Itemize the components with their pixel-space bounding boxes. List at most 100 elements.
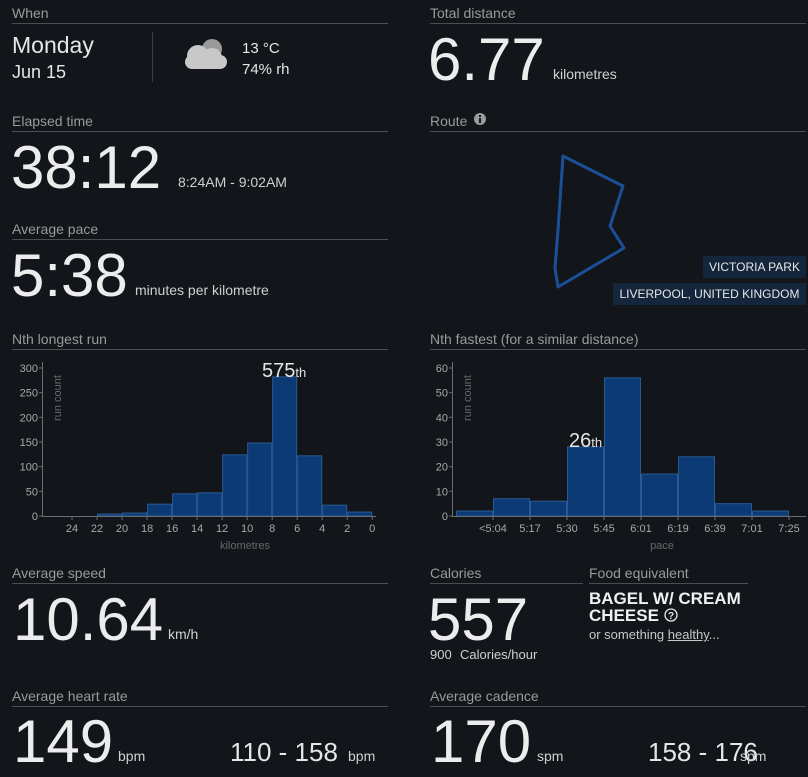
y-axis-label: run count bbox=[462, 375, 474, 421]
date: Jun 15 bbox=[12, 62, 66, 82]
y-tick-label: 100 bbox=[20, 462, 38, 474]
section-label: Average heart rate bbox=[12, 688, 128, 704]
bar bbox=[172, 493, 198, 517]
x-axis-label: kilometres bbox=[220, 540, 271, 552]
place-badge bbox=[703, 256, 806, 278]
x-tick-label: 8 bbox=[269, 523, 275, 535]
rank-suffix: th bbox=[591, 435, 602, 450]
bar bbox=[567, 446, 604, 517]
cadence-range: 158 - 176 bbox=[648, 737, 758, 767]
x-tick-label: 5:45 bbox=[593, 523, 614, 535]
x-tick-label: 16 bbox=[166, 523, 178, 535]
y-tick-label: 200 bbox=[20, 412, 38, 424]
bar bbox=[197, 492, 223, 517]
calories-rate-unit: Calories/hour bbox=[460, 647, 538, 662]
calories-rate: 900 bbox=[430, 647, 452, 662]
food-note: or something healthy... bbox=[589, 627, 764, 642]
y-tick-label: 50 bbox=[436, 388, 448, 400]
y-tick-label: 60 bbox=[436, 363, 448, 375]
x-tick-label: 4 bbox=[319, 523, 325, 535]
x-tick-label: 24 bbox=[66, 523, 78, 535]
help-icon[interactable]: ? bbox=[664, 608, 678, 622]
rank-annotation: 26th bbox=[569, 430, 602, 452]
bar bbox=[530, 500, 567, 517]
heart-rate-range: 110 - 158 bbox=[230, 737, 338, 767]
bar bbox=[641, 473, 678, 517]
bar bbox=[456, 510, 493, 517]
x-tick-label: 2 bbox=[344, 523, 350, 535]
time-range: 8:24AM - 9:02AM bbox=[178, 174, 287, 190]
x-tick-label: 20 bbox=[116, 523, 128, 535]
x-tick-label: 6 bbox=[294, 523, 300, 535]
food-name-block: BAGEL W/ CREAM CHEESE ? bbox=[589, 590, 764, 624]
y-tick-label: 50 bbox=[26, 486, 38, 498]
y-tick-label: 20 bbox=[436, 462, 448, 474]
info-icon[interactable] bbox=[474, 113, 486, 125]
svg-text:?: ? bbox=[668, 611, 674, 622]
x-axis-label: pace bbox=[650, 540, 674, 552]
bar bbox=[247, 442, 273, 517]
bar bbox=[272, 376, 298, 517]
healthy-link[interactable]: healthy bbox=[667, 627, 709, 642]
y-tick-label: 40 bbox=[436, 412, 448, 424]
distance-value: 6.77 bbox=[428, 26, 545, 93]
region: LIVERPOOL, UNITED KINGDOM bbox=[619, 287, 799, 301]
rank: 575 bbox=[262, 360, 295, 382]
section-label: Average speed bbox=[12, 565, 106, 581]
bar bbox=[122, 512, 148, 517]
section-label: When bbox=[12, 5, 49, 21]
y-tick-label: 30 bbox=[436, 437, 448, 449]
bar bbox=[715, 503, 752, 517]
x-tick-label: 18 bbox=[141, 523, 153, 535]
section-label: Elapsed time bbox=[12, 113, 93, 129]
x-tick-label: <5:04 bbox=[479, 523, 507, 535]
pace-unit: minutes per kilometre bbox=[135, 282, 269, 298]
heart-rate-range-unit: bpm bbox=[348, 748, 375, 764]
distance-unit: kilometres bbox=[553, 66, 617, 82]
calories-value: 557 bbox=[428, 586, 528, 653]
section-label: Food equivalent bbox=[589, 565, 689, 581]
section-label: Average pace bbox=[12, 221, 98, 237]
x-tick-label: 6:39 bbox=[704, 523, 725, 535]
x-tick-label: 7:01 bbox=[741, 523, 762, 535]
x-tick-label: 0 bbox=[369, 523, 375, 535]
bar bbox=[147, 503, 173, 517]
elapsed-value: 38:12 bbox=[11, 134, 161, 201]
route-path bbox=[553, 154, 626, 289]
cadence-unit: spm bbox=[537, 748, 563, 764]
heart-rate-unit: bpm bbox=[118, 748, 145, 764]
section-label: Route bbox=[430, 113, 468, 129]
section-label: Total distance bbox=[430, 5, 516, 21]
rank-suffix: th bbox=[295, 365, 306, 380]
food-note-prefix: or something bbox=[589, 627, 665, 642]
x-tick-label: 6:01 bbox=[630, 523, 651, 535]
food-name: BAGEL W/ CREAM CHEESE bbox=[589, 589, 741, 625]
bar bbox=[678, 456, 715, 517]
x-tick-label: 7:25 bbox=[778, 523, 799, 535]
y-tick-label: 250 bbox=[20, 388, 38, 400]
y-tick-label: 150 bbox=[20, 437, 38, 449]
region-badge bbox=[613, 283, 806, 305]
x-tick-label: 5:17 bbox=[519, 523, 540, 535]
section-label: Nth longest run bbox=[12, 331, 107, 347]
humidity: 74% rh bbox=[242, 61, 290, 78]
heart-rate-value: 149 bbox=[13, 708, 113, 775]
x-tick-label: 6:19 bbox=[667, 523, 688, 535]
temperature: 13 °C bbox=[242, 40, 280, 57]
food-note-suffix: ... bbox=[708, 627, 720, 642]
y-axis-label: run count bbox=[52, 375, 64, 421]
rank: 26 bbox=[569, 430, 591, 452]
bar bbox=[493, 498, 530, 517]
speed-unit: km/h bbox=[168, 626, 198, 642]
bar bbox=[222, 454, 248, 517]
bar bbox=[347, 511, 373, 517]
bar bbox=[297, 455, 323, 517]
rank-annotation: 575th bbox=[262, 360, 306, 382]
y-tick-label: 300 bbox=[20, 363, 38, 375]
pace-value: 5:38 bbox=[11, 242, 128, 309]
cadence-range-unit: spm bbox=[740, 748, 766, 764]
x-tick-label: 22 bbox=[91, 523, 103, 535]
y-tick-label: 0 bbox=[442, 511, 448, 523]
